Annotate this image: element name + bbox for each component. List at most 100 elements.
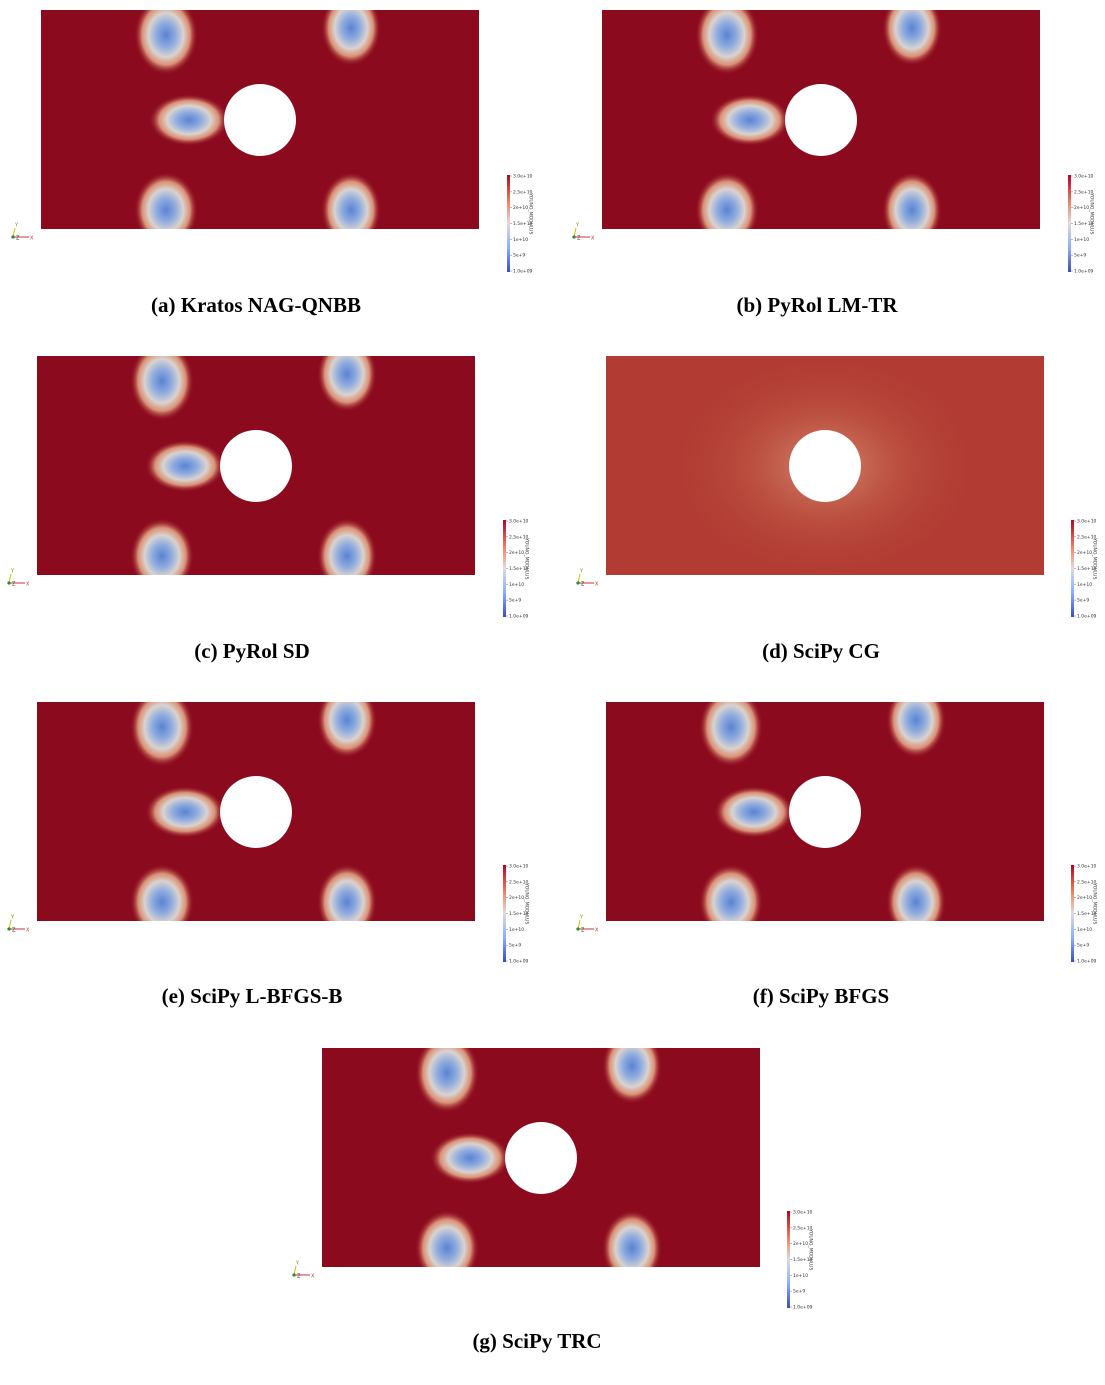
low-modulus-region bbox=[130, 702, 194, 767]
colorbar-label: 2e+10 bbox=[509, 550, 524, 556]
axis-z bbox=[576, 927, 580, 931]
caption: (b) PyRol LM-TR bbox=[737, 293, 899, 317]
axis-z bbox=[576, 581, 580, 585]
hole bbox=[789, 776, 861, 848]
colorbar-label: 2e+10 bbox=[509, 895, 524, 901]
axis-y-label: Y bbox=[579, 569, 584, 575]
caption: (g) SciPy TRC bbox=[472, 1329, 601, 1353]
colorbar-label: 1.0e+09 bbox=[509, 614, 529, 620]
colorbar-label: 1.5e+10 bbox=[1074, 221, 1094, 227]
axis-z-label: Z bbox=[12, 582, 16, 588]
axis-z-label: Z bbox=[581, 582, 585, 588]
colorbar-label: 2e+10 bbox=[1077, 550, 1092, 556]
low-modulus-region bbox=[317, 702, 377, 758]
colorbar-label: 5e+9 bbox=[1077, 943, 1089, 949]
panel: 3.0e+10 2.5e+10 2e+10 1.5e+10 1e+10 5e+9 1.0e+… bbox=[576, 702, 1098, 1008]
low-modulus-region bbox=[602, 1048, 662, 1104]
low-modulus-region bbox=[134, 10, 198, 75]
axis-y-label: Y bbox=[575, 223, 580, 229]
colorbar-label: 5e+9 bbox=[1077, 598, 1089, 604]
low-modulus-region bbox=[886, 864, 946, 921]
colorbar-label: 1.0e+09 bbox=[513, 269, 533, 275]
contour-plot bbox=[322, 1048, 760, 1267]
hole bbox=[220, 776, 292, 848]
low-modulus-region bbox=[602, 1210, 662, 1267]
colorbar-label: 1e+10 bbox=[793, 1273, 808, 1279]
colorbar bbox=[1068, 175, 1071, 272]
low-modulus-region bbox=[317, 518, 377, 575]
axis-x-label: X bbox=[26, 582, 30, 588]
colorbar-label: 1.5e+10 bbox=[509, 566, 529, 572]
colorbar-title: YOUNG_MODULUS bbox=[528, 192, 534, 234]
colorbar-title: YOUNG_MODULUS bbox=[1092, 537, 1098, 579]
colorbar-label: 1.0e+09 bbox=[793, 1305, 813, 1311]
colorbar-title: YOUNG_MODULUS bbox=[1092, 882, 1098, 924]
colorbar-label: 2.5e+10 bbox=[1077, 534, 1097, 540]
colorbar-title: YOUNG_MODULUS bbox=[524, 537, 530, 579]
colorbar-label: 1e+10 bbox=[1077, 927, 1092, 933]
low-modulus-region bbox=[886, 702, 946, 758]
colorbar-label: 1e+10 bbox=[509, 582, 524, 588]
contour-plot bbox=[606, 702, 1044, 921]
axis-z-label: Z bbox=[577, 236, 581, 242]
low-modulus-region bbox=[714, 786, 794, 838]
contour-plot bbox=[41, 10, 479, 229]
colorbar-label: 2.5e+10 bbox=[1077, 879, 1097, 885]
axis-z-label: Z bbox=[12, 928, 16, 934]
axis-z bbox=[7, 581, 11, 585]
colorbar-label: 5e+9 bbox=[1074, 253, 1086, 259]
contour-plot bbox=[602, 10, 1040, 229]
colorbar-title: YOUNG_MODULUS bbox=[524, 882, 530, 924]
panel: 3.0e+10 2.5e+10 2e+10 1.5e+10 1e+10 5e+9 1.0e+… bbox=[576, 356, 1098, 663]
colorbar-label: 1.0e+09 bbox=[1077, 959, 1097, 965]
colorbar-title: YOUNG_MODULUS bbox=[1089, 192, 1095, 234]
axis-z-label: Z bbox=[581, 928, 585, 934]
axis-z bbox=[7, 927, 11, 931]
hole bbox=[220, 430, 292, 502]
colorbar-label: 3.0e+10 bbox=[513, 174, 533, 180]
colorbar-label: 5e+9 bbox=[509, 598, 521, 604]
colorbar-label: 1e+10 bbox=[509, 927, 524, 933]
colorbar-label: 3.0e+10 bbox=[1077, 864, 1097, 870]
colorbar-label: 2.5e+10 bbox=[513, 189, 533, 195]
colorbar-label: 2e+10 bbox=[1074, 205, 1089, 211]
hole bbox=[785, 84, 857, 156]
colorbar-label: 2.5e+10 bbox=[509, 879, 529, 885]
low-modulus-region bbox=[130, 356, 194, 421]
low-modulus-region bbox=[699, 864, 763, 921]
colorbar-label: 1.0e+09 bbox=[509, 959, 529, 965]
colorbar-label: 5e+9 bbox=[513, 253, 525, 259]
colorbar-label: 2.5e+10 bbox=[793, 1225, 813, 1231]
low-modulus-region bbox=[321, 172, 381, 229]
axis-z bbox=[292, 1273, 296, 1277]
axis-x-label: X bbox=[26, 928, 30, 934]
colorbar bbox=[1071, 865, 1074, 962]
caption: (a) Kratos NAG-QNBB bbox=[151, 293, 361, 317]
colorbar-label: 2.5e+10 bbox=[509, 534, 529, 540]
colorbar-title: YOUNG_MODULUS bbox=[808, 1228, 814, 1270]
low-modulus-region bbox=[699, 702, 763, 767]
axis-x-label: X bbox=[595, 582, 599, 588]
colorbar-label: 5e+9 bbox=[509, 943, 521, 949]
colorbar-label: 1.5e+10 bbox=[1077, 566, 1097, 572]
axis-y-label: Y bbox=[10, 915, 15, 921]
low-modulus-region bbox=[882, 172, 942, 229]
colorbar-label: 1.5e+10 bbox=[513, 221, 533, 227]
colorbar-label: 2.5e+10 bbox=[1074, 189, 1094, 195]
colorbar-label: 3.0e+10 bbox=[509, 864, 529, 870]
colorbar-label: 1.0e+09 bbox=[1077, 614, 1097, 620]
low-modulus-region bbox=[415, 1048, 479, 1113]
panel: 3.0e+10 2.5e+10 2e+10 1.5e+10 1e+10 5e+9 1.0e+… bbox=[292, 1048, 814, 1353]
caption: (c) PyRol SD bbox=[194, 639, 309, 663]
colorbar bbox=[507, 175, 510, 272]
colorbar-label: 2e+10 bbox=[513, 205, 528, 211]
low-modulus-region bbox=[317, 356, 377, 412]
axis-y-label: Y bbox=[295, 1261, 300, 1267]
colorbar-label: 3.0e+10 bbox=[1077, 519, 1097, 525]
colorbar-label: 1.5e+10 bbox=[1077, 911, 1097, 917]
contour-plot bbox=[37, 702, 475, 921]
colorbar-label: 2e+10 bbox=[793, 1241, 808, 1247]
low-modulus-region bbox=[695, 172, 759, 229]
low-modulus-region bbox=[710, 94, 790, 146]
axis-x-label: X bbox=[30, 236, 34, 242]
